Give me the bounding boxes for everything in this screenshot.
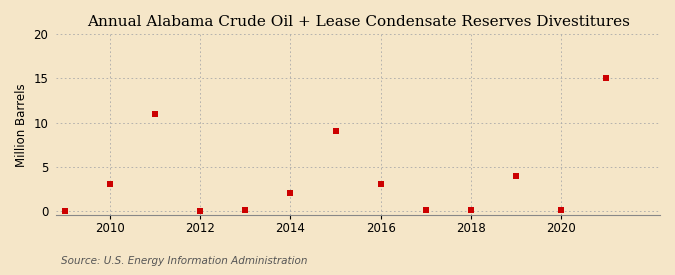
Point <box>285 191 296 196</box>
Point <box>421 208 431 213</box>
Point <box>601 76 612 81</box>
Title: Annual Alabama Crude Oil + Lease Condensate Reserves Divestitures: Annual Alabama Crude Oil + Lease Condens… <box>86 15 630 29</box>
Point <box>195 209 206 213</box>
Point <box>465 208 476 213</box>
Point <box>330 129 341 134</box>
Y-axis label: Million Barrels: Million Barrels <box>15 83 28 167</box>
Point <box>556 208 566 213</box>
Point <box>240 208 250 213</box>
Point <box>375 182 386 187</box>
Point <box>150 112 161 116</box>
Point <box>105 182 115 187</box>
Point <box>59 209 70 213</box>
Text: Source: U.S. Energy Information Administration: Source: U.S. Energy Information Administ… <box>61 256 307 266</box>
Point <box>510 173 521 178</box>
